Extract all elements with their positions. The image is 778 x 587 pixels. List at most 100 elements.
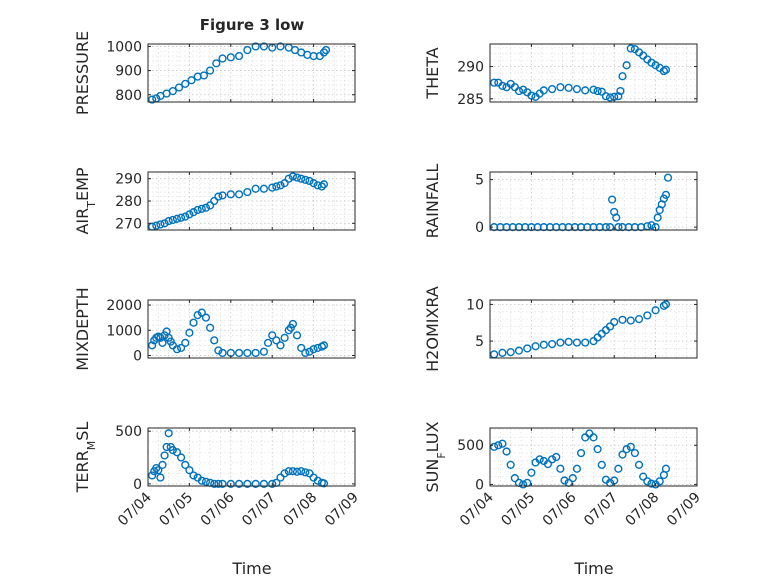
y-axis-label: AIRTEMP <box>73 167 98 234</box>
data-point <box>292 173 302 182</box>
data-point <box>612 213 621 222</box>
data-point <box>643 477 652 486</box>
data-point <box>581 338 590 347</box>
data-point <box>201 203 211 212</box>
data-point <box>661 190 671 199</box>
data-point <box>185 466 194 475</box>
data-point <box>280 179 289 188</box>
data-point <box>193 311 202 320</box>
data-point <box>305 347 314 356</box>
data-point <box>589 85 598 94</box>
data-point <box>552 452 561 462</box>
data-point <box>651 61 660 70</box>
data-point <box>158 338 167 347</box>
data-point <box>539 340 548 349</box>
x-tick-label: 07/08 <box>623 490 663 530</box>
data-point <box>663 173 673 182</box>
data-point <box>251 42 260 51</box>
subplot-2: 285 290 THETA <box>423 43 698 108</box>
y-axis-label: SUNFLUX <box>423 421 448 492</box>
subplot-8: 0 500 07/04 07/05 07/06 07/07 07/08 07/09 SUNFLU… <box>423 421 704 529</box>
data-point <box>614 223 623 232</box>
data-point <box>601 92 611 101</box>
data-point <box>210 479 219 488</box>
data-point <box>177 343 186 353</box>
data-point <box>643 311 652 320</box>
data-point <box>234 348 244 358</box>
data-point <box>185 210 194 219</box>
data-point <box>614 464 623 473</box>
data-point <box>284 174 293 183</box>
data-point <box>172 448 182 457</box>
data-point <box>564 337 573 346</box>
data-point <box>156 473 165 482</box>
data-point <box>605 322 615 331</box>
axis-box <box>489 43 698 103</box>
y-tick-label: 0 <box>133 477 142 493</box>
data-point <box>243 45 252 55</box>
data-point <box>292 467 302 476</box>
axis-box <box>147 43 356 103</box>
data-point <box>539 86 548 95</box>
data-point <box>610 317 619 327</box>
y-axis-label: THETA <box>423 47 442 99</box>
data-series <box>148 308 329 358</box>
data-point <box>616 86 625 96</box>
y-tick-label: 0 <box>475 477 484 493</box>
data-point <box>543 459 553 469</box>
y-tick-label: 500 <box>115 424 142 440</box>
x-tick-label: 07/09 <box>322 490 362 530</box>
data-series <box>490 300 671 359</box>
data-point <box>572 338 582 347</box>
data-point <box>510 474 519 483</box>
data-point <box>276 473 285 482</box>
y-tick-label: 280 <box>115 194 142 210</box>
data-point <box>317 182 326 191</box>
data-point <box>498 348 507 357</box>
data-point <box>614 92 623 101</box>
axis-box <box>147 427 356 487</box>
data-point <box>187 76 196 85</box>
data-point <box>226 53 235 62</box>
data-point <box>197 204 206 213</box>
data-point <box>297 174 306 183</box>
data-point <box>506 348 515 357</box>
data-point <box>218 191 227 200</box>
data-point <box>234 190 244 199</box>
data-point <box>618 315 627 324</box>
data-point <box>156 220 165 229</box>
data-point <box>601 223 611 232</box>
data-point <box>218 479 227 488</box>
data-point <box>547 455 557 464</box>
data-point <box>172 214 182 223</box>
y-tick-label: 0 <box>133 348 142 364</box>
data-point <box>226 479 235 488</box>
subplot-5: 0 1000 2000 MIXDEPTH <box>73 287 356 371</box>
data-point <box>210 196 219 206</box>
data-point <box>593 445 602 454</box>
y-tick-label: 290 <box>115 172 142 188</box>
data-point <box>309 179 318 188</box>
data-point <box>210 336 219 345</box>
data-point <box>288 319 298 329</box>
data-point <box>502 447 511 456</box>
axis-box <box>147 299 356 359</box>
y-axis-label: MIXDEPTH <box>73 287 92 370</box>
y-axis-label: H2OMIXRA <box>423 286 442 372</box>
y-tick-label: 1000 <box>106 39 142 55</box>
data-point <box>581 86 590 95</box>
subplot-6: 5 10 H2OMIXRA <box>423 286 698 372</box>
data-point <box>655 477 664 486</box>
data-point <box>148 471 157 480</box>
data-point <box>201 313 211 322</box>
data-point <box>319 180 329 189</box>
y-tick-label: 900 <box>115 64 142 80</box>
data-point <box>168 215 177 225</box>
data-point <box>647 479 656 488</box>
data-point <box>218 348 227 358</box>
data-point <box>297 343 306 353</box>
data-point <box>639 472 648 481</box>
data-point <box>193 205 202 215</box>
data-point <box>162 442 171 452</box>
data-point <box>568 474 577 483</box>
